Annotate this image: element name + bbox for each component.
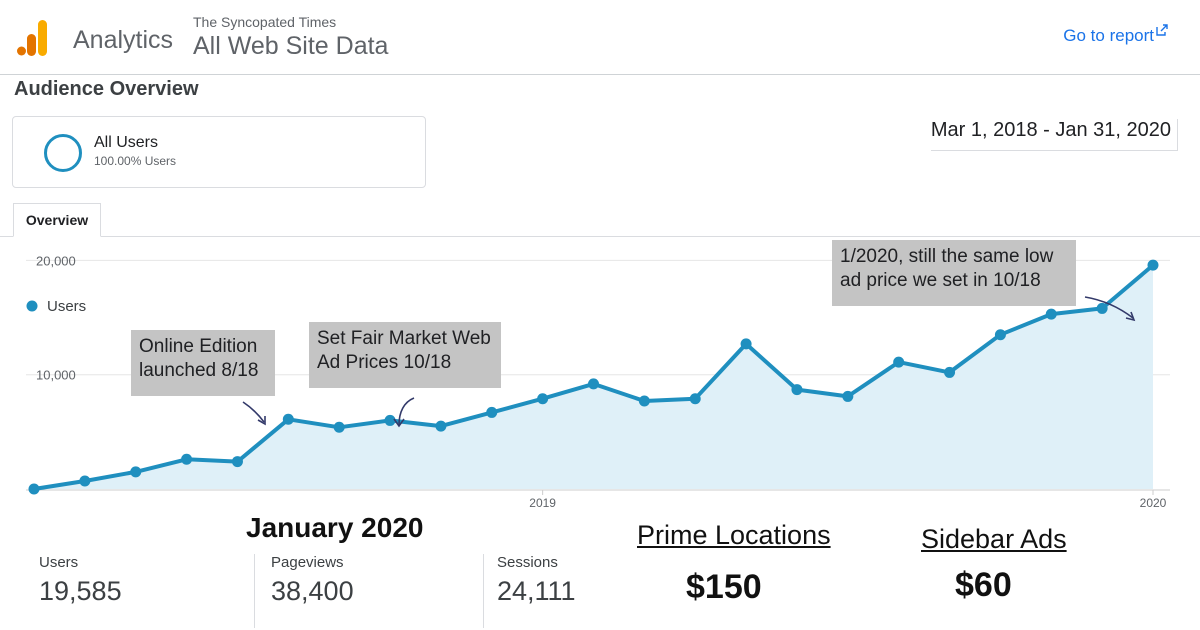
annotation-arrow-1-head [257, 416, 266, 426]
annotation-arrow-2-head [393, 418, 405, 428]
y-tick-label: 10,000 [36, 368, 76, 383]
annotation-online-edition: Online Edition launched 8/18 [131, 330, 275, 396]
metric-sessions-label: Sessions [497, 554, 558, 571]
data-point[interactable] [130, 466, 142, 478]
data-point[interactable] [181, 453, 193, 465]
segment-percentage: 100.00% Users [94, 154, 177, 168]
view-name: All Web Site Data [193, 32, 389, 60]
data-point[interactable] [384, 414, 396, 426]
y-tick-label: 20,000 [36, 253, 76, 268]
product-name: Analytics [73, 26, 174, 54]
data-point[interactable] [1147, 259, 1159, 271]
annotation-arrow-3-head [1125, 311, 1136, 322]
x-tick-label: 2020 [1140, 496, 1167, 510]
data-point[interactable] [689, 393, 701, 405]
data-point[interactable] [994, 329, 1006, 341]
data-point[interactable] [333, 421, 345, 433]
data-point[interactable] [893, 356, 905, 368]
prime-locations-price: $150 [686, 568, 762, 606]
sidebar-ads-price: $60 [955, 566, 1012, 604]
metric-separator [254, 554, 255, 628]
tab-divider [0, 236, 1200, 237]
legend-users-marker [26, 300, 38, 312]
metric-users-value: 19,585 [39, 576, 122, 606]
annotation-arrow-2 [398, 397, 415, 426]
annotation-low-price: 1/2020, still the same low ad price we s… [832, 240, 1076, 306]
metric-sessions-value: 24,111 [497, 576, 576, 606]
analytics-bars-icon [17, 20, 47, 56]
segment-name: All Users [94, 134, 159, 151]
users-area-fill [34, 265, 1153, 489]
data-point[interactable] [537, 393, 549, 405]
data-point[interactable] [28, 483, 40, 495]
metric-users-label: Users [39, 554, 79, 571]
segment-ring-icon [44, 134, 82, 172]
external-link-icon[interactable] [1156, 24, 1168, 36]
date-range-picker[interactable]: Mar 1, 2018 - Jan 31, 2020 [930, 119, 1178, 151]
segment-card[interactable] [12, 116, 426, 188]
sidebar-ads-heading: Sidebar Ads [921, 524, 1067, 554]
go-to-report-link[interactable]: Go to report [1063, 26, 1154, 45]
metric-pageviews-value: 38,400 [271, 576, 354, 606]
account-name: The Syncopated Times [193, 14, 337, 30]
page-title: Audience Overview [14, 78, 199, 100]
metric-separator [483, 554, 484, 628]
annotation-fair-prices: Set Fair Market Web Ad Prices 10/18 [309, 322, 501, 388]
prime-locations-heading: Prime Locations [637, 520, 831, 550]
header-divider [0, 74, 1200, 75]
month-title: January 2020 [246, 512, 424, 543]
legend-users-label: Users [47, 298, 86, 315]
data-point[interactable] [1045, 308, 1057, 320]
annotation-arrow-3 [1084, 296, 1134, 319]
data-point[interactable] [842, 390, 854, 402]
users-line-chart: 10,000 20,000 2019 2020 Users [26, 253, 1170, 510]
x-tick-label: 2019 [529, 496, 556, 510]
data-point[interactable] [282, 413, 294, 425]
data-point[interactable] [435, 420, 447, 432]
data-point[interactable] [638, 395, 650, 407]
data-point[interactable] [231, 456, 243, 468]
data-point[interactable] [588, 378, 599, 390]
data-point[interactable] [486, 406, 498, 418]
data-point[interactable] [791, 384, 803, 396]
tab-overview[interactable]: Overview [13, 203, 101, 237]
metric-pageviews-label: Pageviews [271, 554, 344, 571]
data-point[interactable] [79, 475, 91, 487]
data-point[interactable] [1096, 302, 1108, 314]
data-point[interactable] [740, 338, 752, 350]
annotation-arrow-1 [242, 401, 265, 423]
data-point[interactable] [944, 366, 956, 378]
